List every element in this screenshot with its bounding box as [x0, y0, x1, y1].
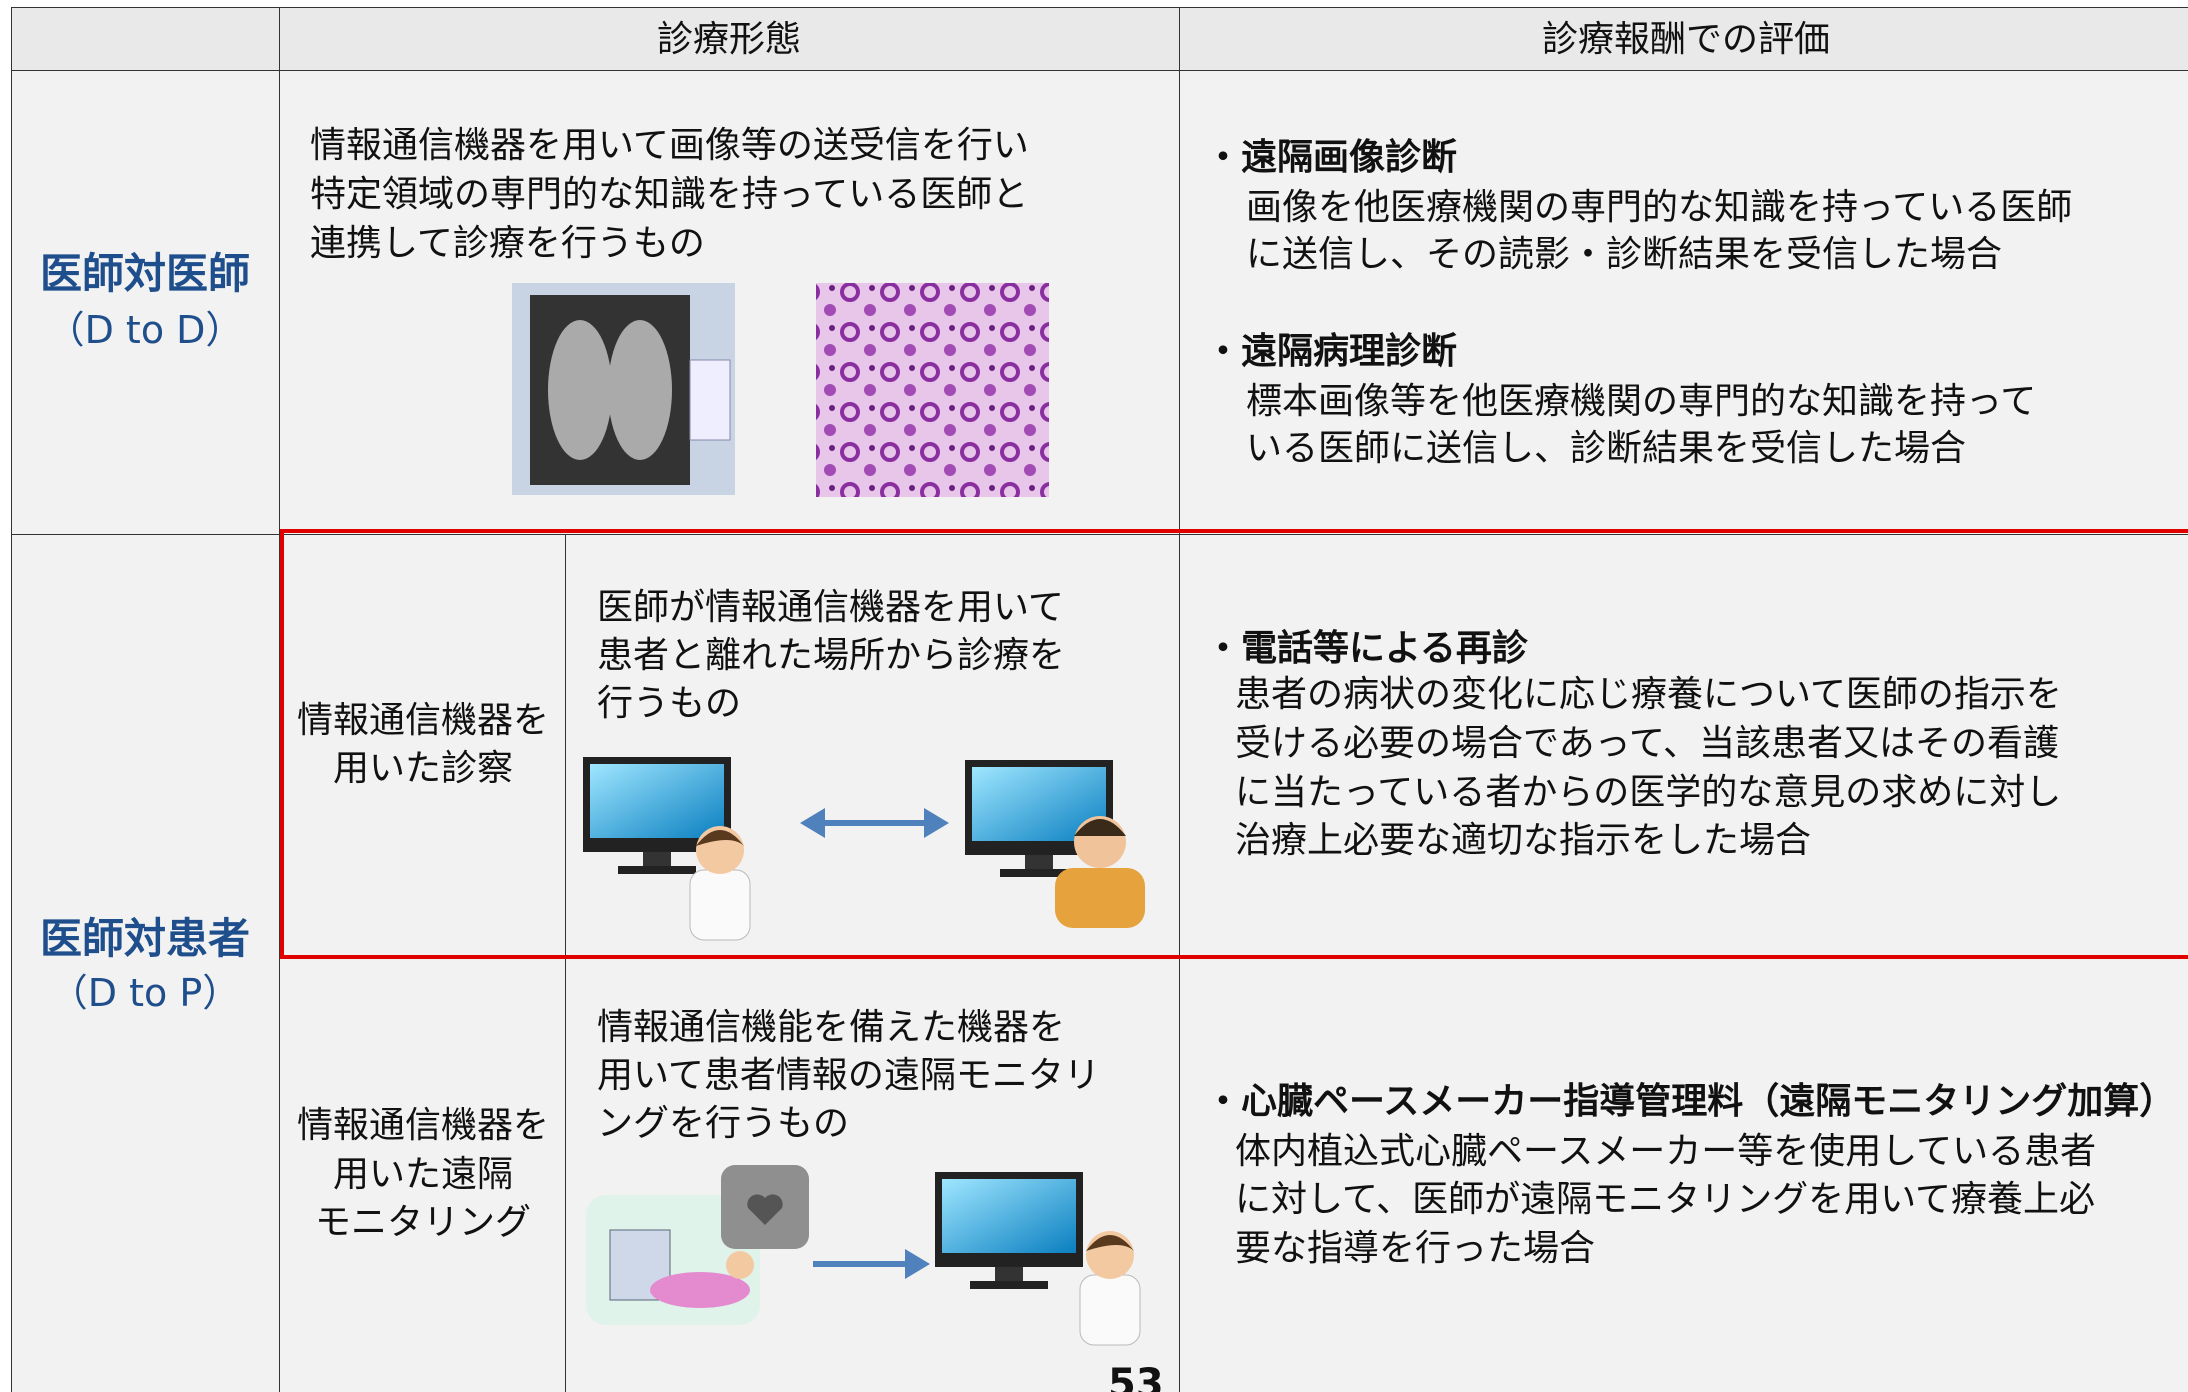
- highlight-box: [280, 529, 2188, 959]
- cell: [279, 534, 566, 958]
- subrow-label: 用いた診察: [332, 748, 514, 789]
- evaluation-text: 治療上必要な適切な指示をした場合: [1235, 820, 1812, 861]
- cell: [279, 957, 566, 1392]
- header-cell: [279, 7, 1180, 71]
- evaluation-text: に対して、医師が遠隔モニタリングを用いて療養上必: [1235, 1179, 2096, 1220]
- header-cell: [1179, 7, 2188, 71]
- description: 情報通信機器を用いて画像等の送受信を行い: [310, 125, 1029, 166]
- description: 行うもの: [597, 683, 742, 724]
- description: 医師が情報通信機器を用いて: [597, 587, 1064, 628]
- description: 連携して診療を行うもの: [310, 223, 705, 264]
- evaluation-title: ・遠隔病理診断: [1205, 331, 1458, 372]
- evaluation-title: ・遠隔画像診断: [1205, 137, 1458, 178]
- subrow-label: モニタリング: [314, 1202, 532, 1243]
- description: 特定領域の専門的な知識を持っている医師と: [310, 174, 1029, 215]
- page-number: 53: [1108, 1361, 1164, 1392]
- row-label: 医師対患者: [39, 914, 251, 963]
- row-sublabel: （D to D）: [46, 308, 244, 352]
- evaluation-text: に当たっている者からの医学的な意見の求めに対し: [1235, 772, 2062, 813]
- description: 情報通信機能を備えた機器を: [597, 1007, 1066, 1048]
- cell: [1179, 70, 2188, 535]
- header-cell: [11, 7, 280, 71]
- description: 患者と離れた場所から診療を: [597, 635, 1066, 676]
- description: 用いて患者情報の遠隔モニタリ: [597, 1055, 1100, 1096]
- evaluation-text: 体内植込式心臓ペースメーカー等を使用している患者: [1235, 1131, 2097, 1172]
- subrow-label: 情報通信機器を: [296, 700, 550, 741]
- description: ングを行うもの: [597, 1103, 850, 1144]
- cell: [1179, 534, 2188, 958]
- evaluation-text: 標本画像等を他医療機関の専門的な知識を持って: [1246, 381, 2037, 422]
- evaluation-text: に送信し、その読影・診断結果を受信した場合: [1246, 234, 2003, 275]
- cell: [11, 70, 280, 535]
- row-label: 医師対医師: [39, 249, 251, 298]
- subrow-label: 情報通信機器を: [296, 1105, 550, 1146]
- evaluation-text: 患者の病状の変化に応じ療養について医師の指示を: [1235, 674, 2062, 715]
- evaluation-text: 画像を他医療機関の専門的な知識を持っている医師: [1246, 187, 2073, 228]
- row-sublabel: （D to P）: [49, 971, 241, 1015]
- evaluation-title: ・電話等による再診: [1205, 628, 1528, 669]
- subrow-label: 用いた遠隔: [332, 1154, 514, 1195]
- evaluation-text: 受ける必要の場合であって、当該患者又はその看護: [1235, 723, 2060, 764]
- header-text: 診療形態: [656, 19, 802, 60]
- cell: [1179, 957, 2188, 1392]
- evaluation-text: いる医師に送信し、診断結果を受信した場合: [1246, 428, 1967, 469]
- header-text: 診療報酬での評価: [1541, 19, 1831, 60]
- evaluation-title: ・心臓ペースメーカー指導管理料（遠隔モニタリング加算）: [1205, 1081, 2176, 1122]
- evaluation-text: 要な指導を行った場合: [1235, 1228, 1596, 1269]
